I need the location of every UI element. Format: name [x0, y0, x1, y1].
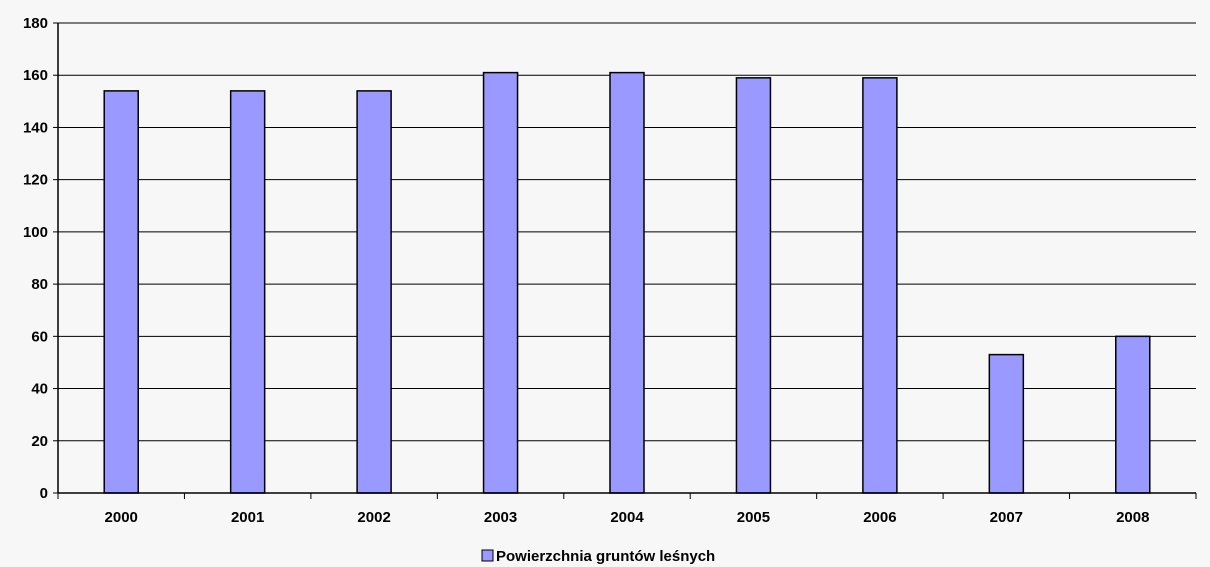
- x-tick-labels: 2000 2001 2002 2003 2004 2005 2006 2007 2008: [105, 509, 1150, 526]
- y-tick-label: 80: [31, 276, 48, 293]
- bar-2000: [103, 90, 139, 494]
- bar-2006: [862, 77, 898, 494]
- axes: [53, 22, 1197, 499]
- x-tick-label: 2000: [105, 509, 138, 526]
- y-tick-label: 140: [23, 119, 48, 136]
- x-tick-label: 2008: [1116, 509, 1149, 526]
- y-tick-label: 20: [31, 433, 48, 450]
- bar-2007: [988, 353, 1025, 494]
- y-tick-labels: 0 20 40 60 80 100 120 140 160 180: [23, 15, 48, 502]
- x-tick-label: 2007: [990, 509, 1023, 526]
- bar-2004: [609, 71, 645, 494]
- y-tick-label: 120: [23, 172, 48, 189]
- y-tick-label: 40: [31, 381, 48, 398]
- x-tick-label: 2003: [484, 509, 517, 526]
- x-tick-label: 2006: [863, 509, 896, 526]
- bar-2003: [482, 71, 519, 494]
- y-tick-label: 0: [40, 485, 48, 502]
- x-tick-label: 2002: [357, 509, 390, 526]
- bar-2005: [735, 77, 772, 494]
- x-tick-label: 2005: [737, 509, 770, 526]
- y-tick-label: 160: [23, 67, 48, 84]
- y-tick-label: 180: [23, 15, 48, 32]
- x-tick-label: 2001: [231, 509, 264, 526]
- y-tick-label: 60: [31, 328, 48, 345]
- x-tick-label: 2004: [610, 509, 644, 526]
- legend-swatch: [481, 549, 494, 562]
- bar-2002: [356, 90, 392, 494]
- bar-2008: [1115, 335, 1151, 494]
- legend-label: Powierzchnia gruntów leśnych: [496, 548, 715, 565]
- bar-2001: [229, 90, 266, 494]
- y-tick-label: 100: [23, 224, 48, 241]
- legend: Powierzchnia gruntów leśnych: [481, 548, 715, 565]
- bars: [103, 71, 1151, 494]
